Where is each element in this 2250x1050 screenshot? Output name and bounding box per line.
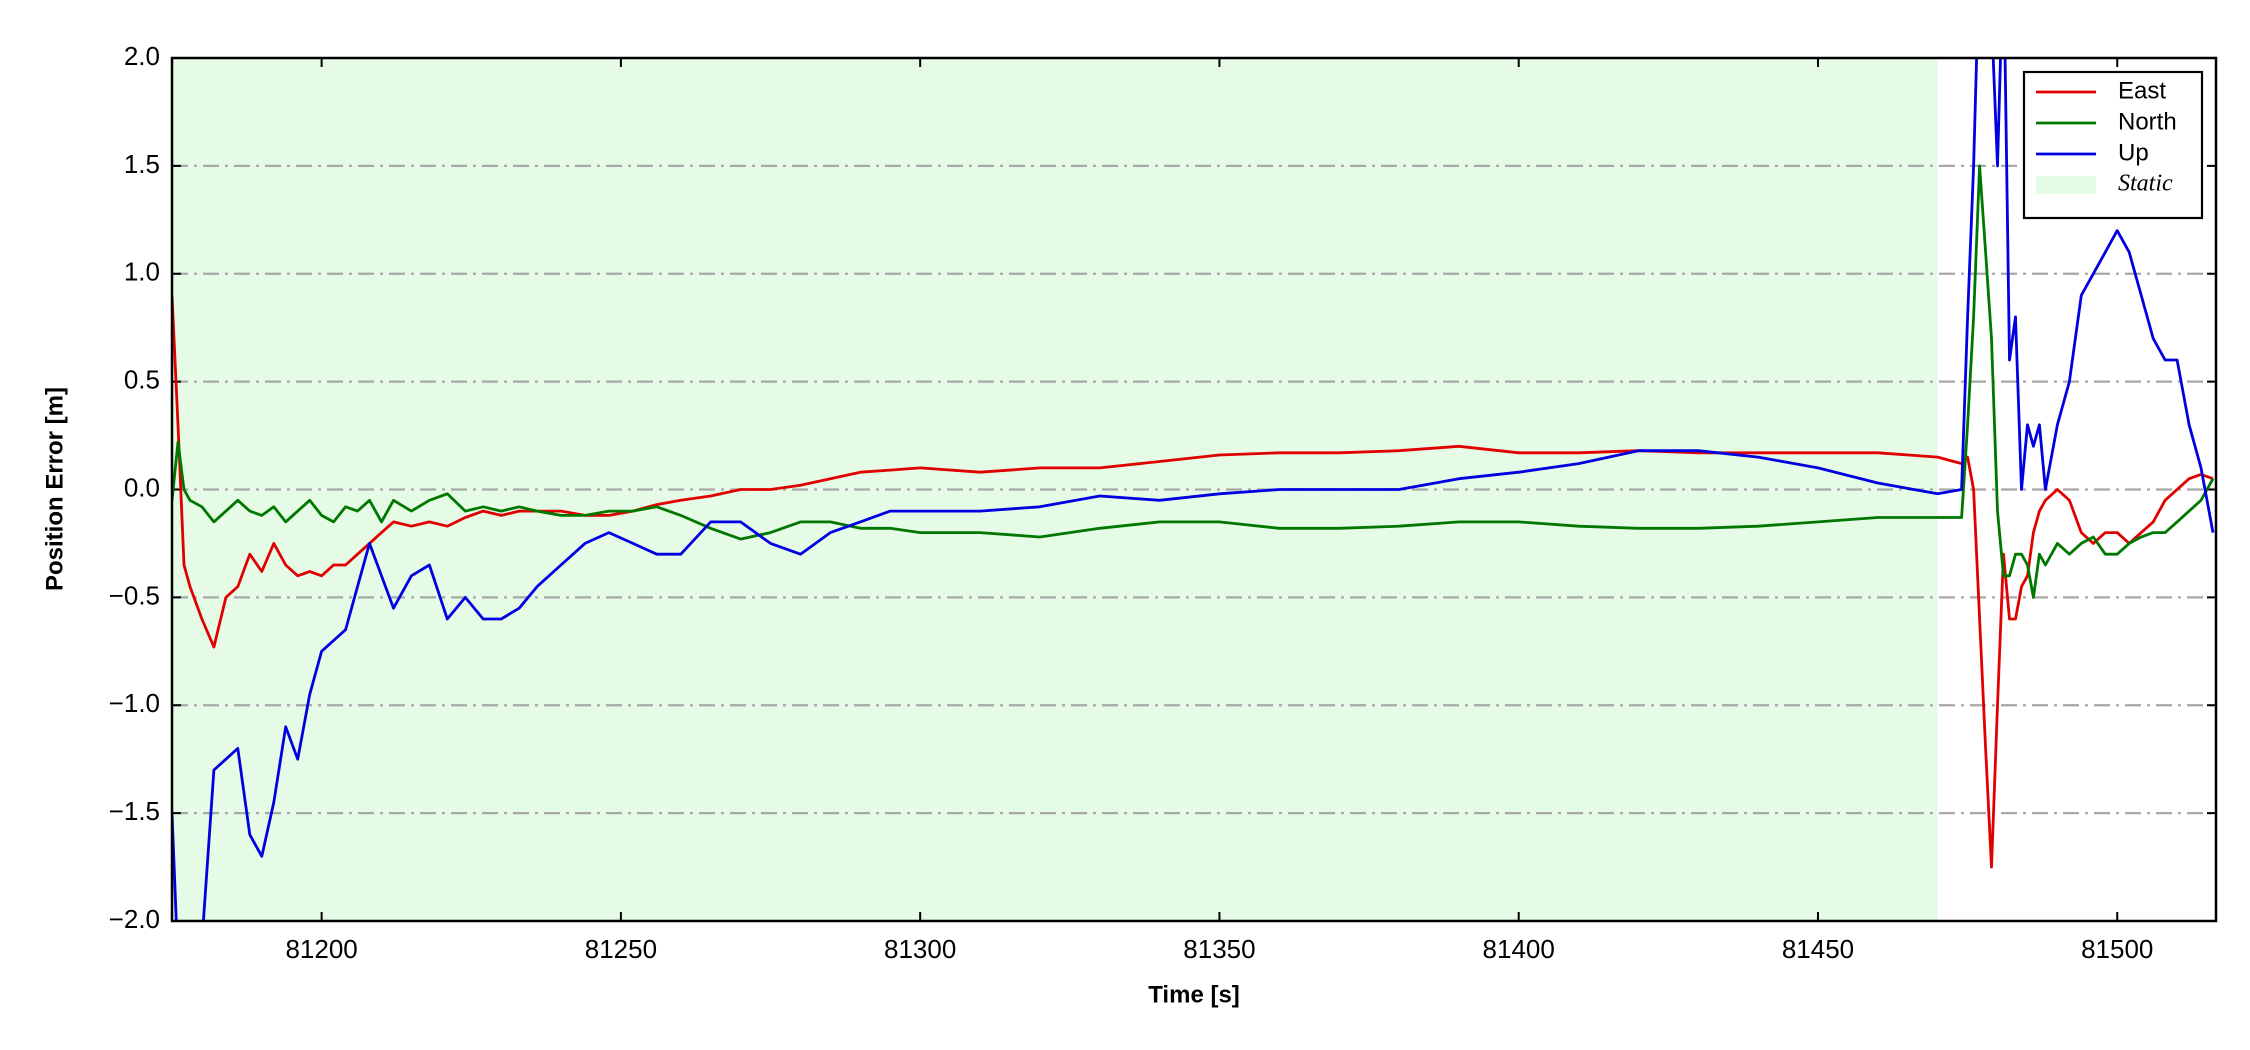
series-line <box>172 164 2215 599</box>
x-tick-label: 81200 <box>285 934 357 964</box>
plot-frame <box>170 56 2218 923</box>
series-line <box>172 295 2214 869</box>
y-tick-label: 1.5 <box>124 149 160 179</box>
legend-swatch <box>2036 176 2096 194</box>
x-tick-label: 81500 <box>2081 934 2153 964</box>
y-tick-label: 0.5 <box>124 365 160 395</box>
x-tick-label: 81350 <box>1183 934 1255 964</box>
legend-label: East <box>2118 77 2166 104</box>
x-tick-label: 81400 <box>1483 934 1555 964</box>
x-tick-label: 81300 <box>884 934 956 964</box>
y-tick-label: −1.0 <box>109 688 160 718</box>
x-tick-label: 81450 <box>1782 934 1854 964</box>
y-tick-label: 1.0 <box>124 257 160 287</box>
series-line <box>172 58 2215 921</box>
y-tick-label: 2.0 <box>124 41 160 71</box>
y-tick-label: −0.5 <box>109 580 160 610</box>
y-tick-label: −2.0 <box>109 904 160 934</box>
legend-label: Up <box>2118 139 2149 166</box>
legend-label: North <box>2118 108 2177 135</box>
y-axis-label: Position Error [m] <box>41 387 68 591</box>
legend-label: Static <box>2118 171 2173 197</box>
y-tick-label: 0.0 <box>124 472 160 502</box>
legend-box <box>2022 70 2204 220</box>
plot-lines <box>172 58 2215 921</box>
y-tick-label: −1.5 <box>109 796 160 826</box>
x-tick-label: 81250 <box>585 934 657 964</box>
x-axis-label: Time [s] <box>1148 981 1240 1008</box>
